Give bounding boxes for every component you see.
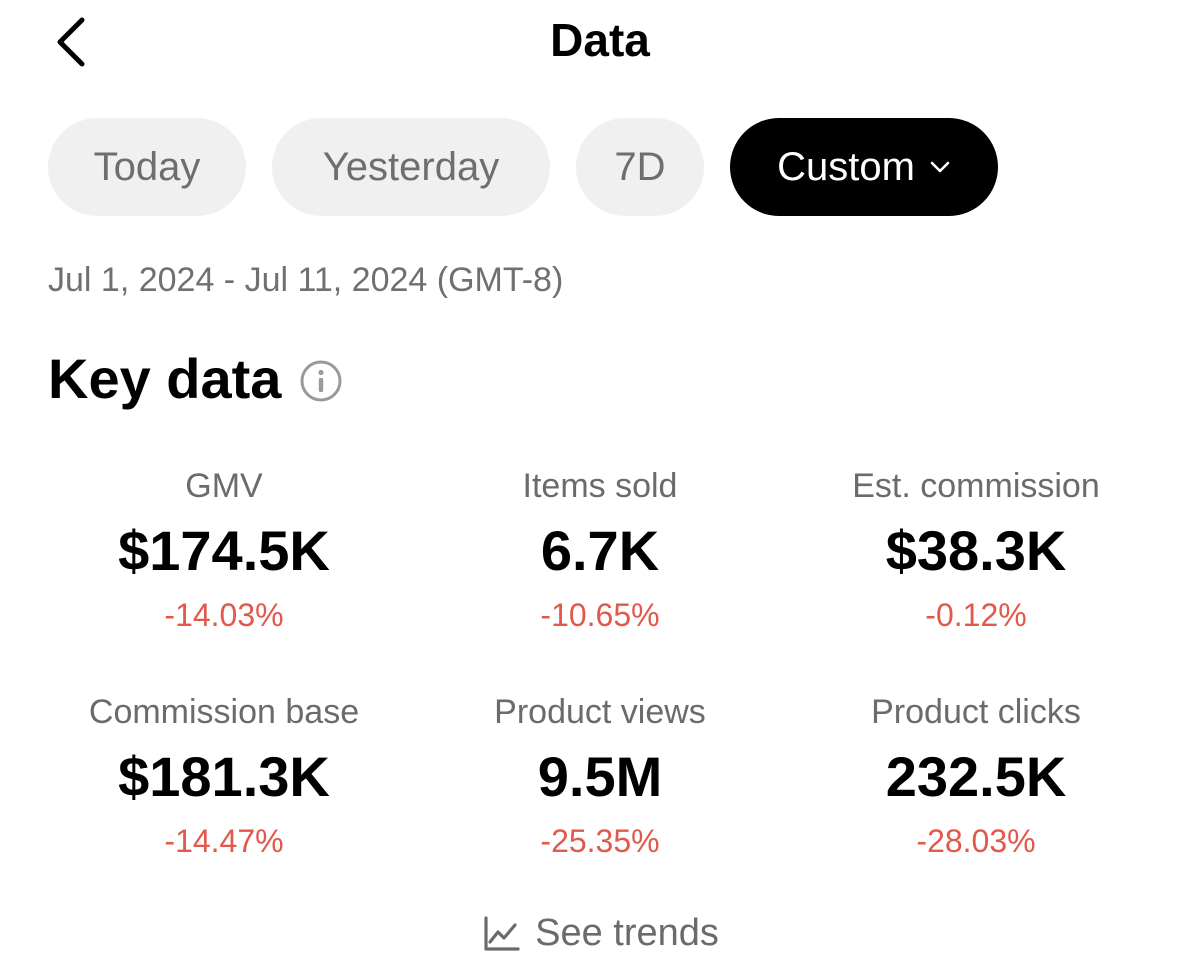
metric-label: Product views [494, 693, 706, 731]
see-trends-button[interactable]: See trends [0, 912, 1200, 955]
metric-items-sold[interactable]: Items sold 6.7K -10.65% [448, 462, 752, 688]
metric-change: -25.35% [540, 823, 660, 859]
metric-value: 6.7K [540, 519, 660, 582]
metric-value: 232.5K [885, 745, 1067, 808]
date-range-text: Jul 1, 2024 - Jul 11, 2024 (GMT-8) [48, 261, 564, 299]
metric-label: Product clicks [871, 693, 1081, 731]
metric-label: Est. commission [852, 467, 1100, 505]
tab-label: Yesterday [322, 144, 500, 189]
metric-label: Items sold [522, 467, 678, 505]
metric-product-views[interactable]: Product views 9.5M -25.35% [448, 688, 752, 914]
date-filter-tabs: Today Yesterday 7D Custom [48, 118, 998, 216]
page-title: Data [550, 14, 650, 66]
chevron-down-icon [929, 160, 951, 174]
metric-label: GMV [185, 467, 263, 505]
tab-label: 7D [614, 144, 666, 189]
chevron-left-icon [57, 17, 85, 67]
metric-product-clicks[interactable]: Product clicks 232.5K -28.03% [752, 688, 1200, 914]
info-icon[interactable] [299, 359, 343, 403]
tab-today[interactable]: Today [48, 118, 246, 216]
metric-value: $174.5K [118, 519, 330, 582]
tab-7d[interactable]: 7D [576, 118, 704, 216]
metric-change: -10.65% [540, 597, 660, 633]
metric-commission-base[interactable]: Commission base $181.3K -14.47% [0, 688, 448, 914]
section-title: Key data [48, 347, 282, 410]
metric-change: -28.03% [916, 823, 1036, 859]
see-trends-label: See trends [535, 912, 719, 954]
metric-gmv[interactable]: GMV $174.5K -14.03% [0, 462, 448, 688]
metric-value: $38.3K [885, 519, 1067, 582]
metric-label: Commission base [88, 693, 360, 731]
metric-value: 9.5M [537, 745, 663, 808]
key-metrics-grid: GMV $174.5K -14.03% Items sold 6.7K -10.… [0, 462, 1200, 914]
tab-label: Custom [777, 144, 915, 189]
metric-change: -0.12% [925, 597, 1027, 633]
key-data-header: Key data [48, 344, 343, 414]
metric-value: $181.3K [118, 745, 330, 808]
metric-change: -14.03% [164, 597, 284, 633]
metric-est-commission[interactable]: Est. commission $38.3K -0.12% [752, 462, 1200, 688]
tab-custom[interactable]: Custom [730, 118, 998, 216]
metric-change: -14.47% [164, 823, 284, 859]
tab-yesterday[interactable]: Yesterday [272, 118, 550, 216]
line-chart-icon [481, 914, 521, 954]
back-button[interactable] [46, 12, 96, 72]
tab-label: Today [93, 144, 201, 189]
